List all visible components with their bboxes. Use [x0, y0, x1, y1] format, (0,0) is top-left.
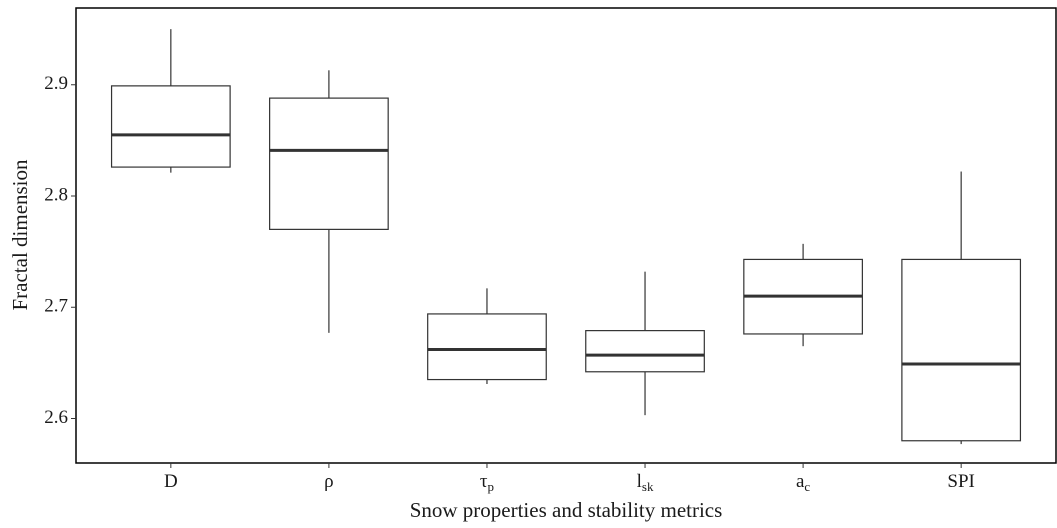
x-axis-title: Snow properties and stability metrics	[410, 498, 723, 522]
x-tick-label-base: l	[637, 471, 642, 492]
x-tick-label-base: D	[164, 471, 178, 492]
y-axis-title: Fractal dimension	[8, 159, 32, 311]
y-tick-label: 2.9	[44, 73, 68, 94]
x-tick-label-base: a	[796, 471, 805, 492]
box	[585, 330, 705, 373]
y-tick-label: 2.6	[44, 407, 68, 428]
y-tick-label: 2.8	[44, 184, 68, 205]
x-tick-label: ac	[796, 471, 810, 494]
x-tick-label-base: τ	[480, 471, 488, 492]
box	[269, 97, 389, 230]
y-tick-label: 2.7	[44, 296, 68, 317]
x-tick-label: SPI	[947, 471, 974, 492]
x-tick-label-subscript: p	[488, 479, 495, 494]
x-tick-label-base: ρ	[324, 471, 333, 492]
box	[427, 313, 547, 381]
x-tick-label-subscript: c	[804, 479, 810, 494]
x-tick-label: D	[164, 471, 178, 492]
x-tick-label: lsk	[637, 471, 654, 494]
panel-border	[75, 7, 1057, 464]
x-tick-label-subscript: sk	[642, 479, 654, 494]
x-tick-label: τp	[480, 471, 494, 494]
box	[110, 85, 231, 168]
box	[901, 258, 1022, 442]
x-tick-label-base: SPI	[947, 471, 974, 492]
x-tick-label: ρ	[324, 471, 333, 492]
